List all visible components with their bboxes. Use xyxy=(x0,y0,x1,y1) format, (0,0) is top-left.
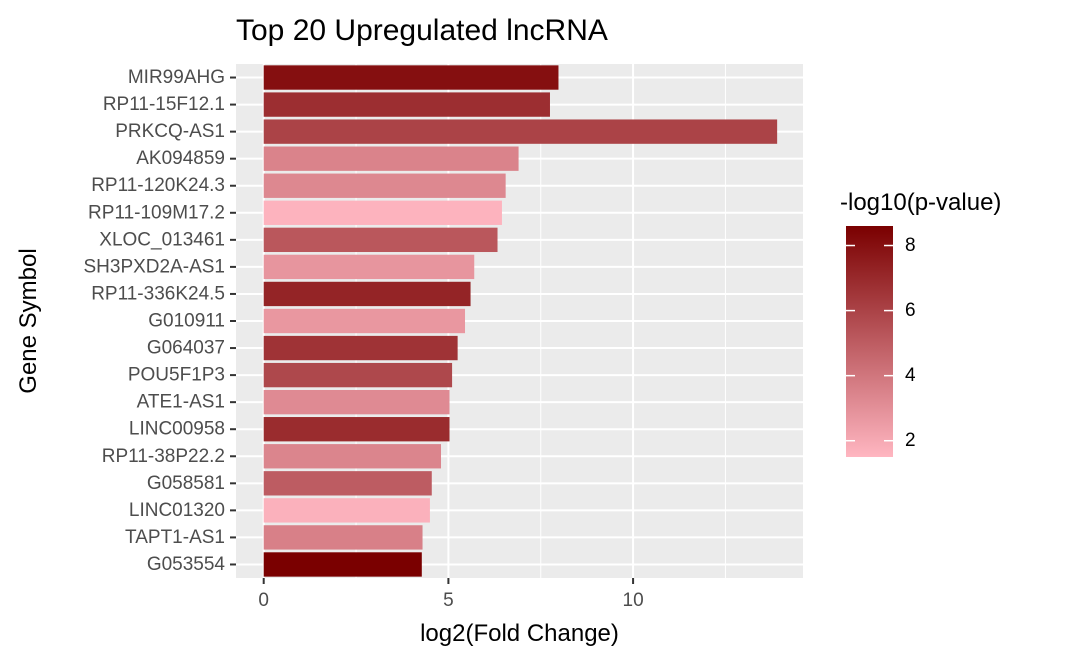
y-tick-label: RP11-38P22.2 xyxy=(102,446,225,467)
y-tick-label: AK094859 xyxy=(136,148,225,169)
y-tick-label: LINC00958 xyxy=(129,419,225,440)
y-tick-label: RP11-109M17.2 xyxy=(88,202,225,223)
y-axis: MIR99AHG RP11-15F12.1 PRKCQ-AS1 AK094859 RP1… xyxy=(83,67,236,575)
legend-title: -log10(p-value) xyxy=(840,189,1001,216)
y-tick-label: MIR99AHG xyxy=(128,67,225,88)
legend-tick-label: 6 xyxy=(905,300,916,321)
bar xyxy=(263,200,502,225)
bar xyxy=(263,525,423,550)
y-axis-title: Gene Symbol xyxy=(15,248,42,393)
y-tick-label: XLOC_013461 xyxy=(99,229,225,250)
y-tick-label: G053554 xyxy=(147,554,226,575)
x-tick-label: 10 xyxy=(623,590,644,611)
bar xyxy=(263,471,432,496)
y-tick-label: LINC01320 xyxy=(129,500,225,521)
y-tick-label: TAPT1-AS1 xyxy=(125,527,225,548)
bar xyxy=(263,65,559,90)
legend-colorbar xyxy=(846,226,893,457)
y-tick-label: ATE1-AS1 xyxy=(137,392,225,413)
y-tick-label: RP11-120K24.3 xyxy=(91,175,225,196)
bar xyxy=(263,362,453,388)
bar-layer xyxy=(263,65,778,577)
legend-tick-label: 2 xyxy=(905,430,916,451)
bar xyxy=(263,335,458,361)
bar xyxy=(263,254,475,280)
bar xyxy=(263,444,442,469)
bar xyxy=(263,227,498,253)
legend-tick-label: 8 xyxy=(905,235,916,256)
bar xyxy=(263,173,506,198)
bar xyxy=(263,119,778,144)
bar xyxy=(263,552,422,577)
y-tick-label: POU5F1P3 xyxy=(128,365,225,386)
x-axis: 0 5 10 xyxy=(258,578,644,611)
bar xyxy=(263,389,450,415)
y-tick-label: G010911 xyxy=(148,311,225,332)
chart-title: Top 20 Upregulated lncRNA xyxy=(236,14,608,47)
bar xyxy=(263,92,550,117)
x-tick-label: 0 xyxy=(258,590,269,611)
bar xyxy=(263,146,519,171)
y-tick-label: G064037 xyxy=(147,338,225,359)
legend-tick-label: 4 xyxy=(905,365,916,386)
x-tick-label: 5 xyxy=(443,590,454,611)
x-axis-title: log2(Fold Change) xyxy=(420,620,619,647)
y-tick-label: RP11-336K24.5 xyxy=(91,283,225,304)
legend: -log10(p-value) 2 4 6 8 xyxy=(840,189,1001,457)
y-tick-label: PRKCQ-AS1 xyxy=(115,121,225,142)
bar xyxy=(263,308,466,334)
bar xyxy=(263,281,471,307)
bar xyxy=(263,498,430,523)
y-tick-label: SH3PXD2A-AS1 xyxy=(83,256,225,277)
bar xyxy=(263,417,450,442)
y-tick-label: RP11-15F12.1 xyxy=(103,94,225,115)
y-tick-label: G058581 xyxy=(147,473,225,494)
